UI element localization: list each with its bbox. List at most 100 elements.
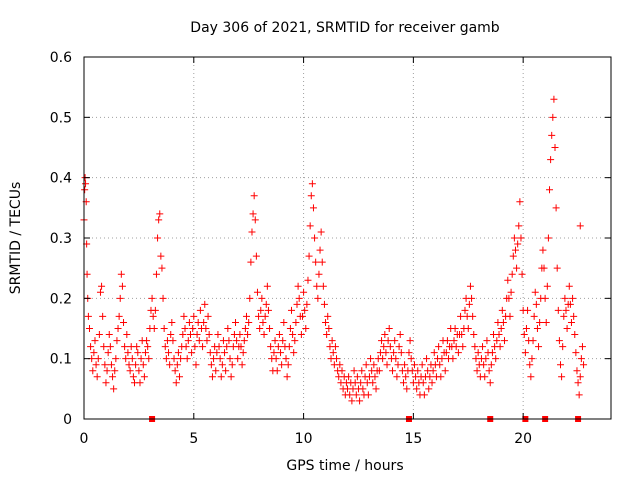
data-point — [247, 258, 255, 266]
data-point — [94, 355, 102, 363]
data-point — [505, 294, 513, 302]
data-point — [166, 361, 174, 369]
data-point — [464, 325, 472, 332]
data-point — [196, 306, 204, 314]
data-point — [558, 373, 566, 381]
data-point — [514, 240, 522, 248]
data-point — [113, 337, 121, 345]
data-point — [98, 282, 106, 290]
data-point — [371, 373, 379, 381]
data-point — [204, 312, 212, 320]
data-point — [578, 343, 586, 351]
data-point — [378, 337, 386, 345]
data-point — [517, 234, 525, 242]
data-point — [389, 367, 397, 375]
data-point — [214, 331, 222, 339]
data-point — [565, 282, 573, 290]
data-point — [125, 361, 133, 369]
data-point — [346, 391, 354, 399]
data-point — [312, 258, 320, 266]
data-point — [405, 349, 413, 357]
data-point — [284, 361, 292, 369]
data-point — [90, 349, 98, 357]
data-point — [482, 355, 490, 363]
data-point — [510, 234, 518, 242]
data-point — [552, 204, 560, 212]
data-point — [121, 343, 129, 351]
data-point — [149, 312, 157, 320]
x-axis-label: GPS time / hours — [286, 458, 403, 474]
data-point — [393, 373, 401, 381]
data-point — [513, 264, 521, 272]
data-point — [461, 306, 469, 314]
data-point — [143, 337, 151, 345]
data-point — [318, 258, 326, 266]
data-point — [236, 331, 244, 339]
data-point — [201, 300, 209, 308]
data-point — [200, 318, 208, 326]
data-point — [529, 337, 537, 345]
data-point — [279, 337, 287, 345]
data-point — [161, 343, 169, 351]
data-point — [481, 373, 489, 381]
data-point — [252, 252, 260, 260]
data-point — [100, 343, 108, 351]
data-point — [223, 343, 231, 351]
data-point — [401, 361, 409, 369]
data-point — [170, 355, 178, 363]
data-point — [297, 331, 305, 339]
data-point — [150, 325, 158, 332]
data-point — [507, 288, 515, 296]
data-point — [285, 343, 293, 351]
data-point — [316, 246, 324, 254]
data-point — [488, 349, 496, 357]
data-point — [221, 349, 229, 357]
data-point — [542, 318, 550, 326]
data-point — [516, 198, 524, 206]
data-point — [234, 355, 242, 363]
data-point — [249, 210, 257, 218]
y-tick-label: 0.5 — [50, 110, 72, 126]
data-point — [550, 95, 558, 103]
data-point — [370, 361, 378, 369]
data-point — [380, 343, 388, 351]
data-point — [228, 361, 236, 369]
data-point — [386, 343, 394, 351]
data-point — [162, 355, 170, 363]
data-point — [183, 355, 191, 363]
data-point — [569, 294, 577, 302]
data-point — [483, 337, 491, 345]
data-point — [562, 306, 570, 314]
data-point — [527, 373, 535, 381]
data-point — [114, 325, 122, 332]
data-point — [350, 367, 358, 375]
data-point — [179, 331, 187, 339]
data-point — [123, 331, 131, 339]
data-point — [155, 216, 163, 224]
data-point — [158, 264, 166, 272]
data-point — [382, 349, 390, 357]
data-point — [528, 355, 536, 363]
data-point — [487, 361, 495, 369]
data-point — [188, 349, 196, 357]
data-point — [438, 355, 446, 363]
data-point — [522, 325, 530, 332]
data-point — [210, 355, 218, 363]
data-point — [135, 367, 143, 375]
data-point — [240, 337, 248, 345]
data-point — [379, 355, 387, 363]
data-point — [264, 306, 272, 314]
x-tick-label: 15 — [404, 431, 422, 447]
data-point — [419, 379, 427, 387]
data-point — [244, 331, 252, 339]
data-point — [319, 282, 327, 290]
data-point — [190, 312, 198, 320]
data-point — [260, 331, 268, 339]
data-point — [402, 373, 410, 381]
data-point — [311, 234, 319, 242]
data-point — [99, 312, 107, 320]
data-point — [485, 367, 493, 375]
data-point — [248, 228, 256, 236]
data-point — [218, 361, 226, 369]
data-point — [191, 343, 199, 351]
